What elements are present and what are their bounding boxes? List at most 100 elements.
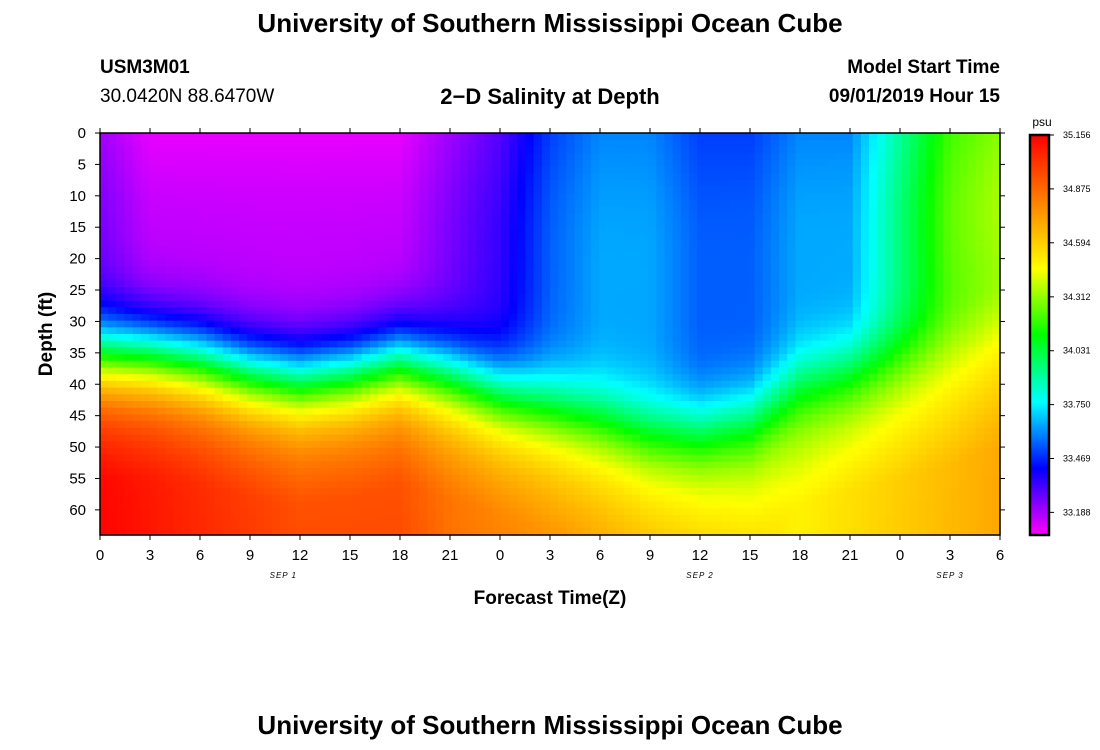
heatmap-cell [705,153,715,161]
heatmap-cell [280,206,289,214]
heatmap-cell [582,354,592,362]
heatmap-cell [476,159,486,168]
heatmap-cell [721,367,731,375]
heatmap-cell [100,300,109,308]
heatmap-cell [419,253,428,261]
heatmap-cell [239,521,248,529]
heatmap-cell [247,260,257,268]
heatmap-cell [713,133,723,141]
heatmap-cell [460,514,469,523]
heatmap-cell [345,501,355,509]
heatmap-cell [435,528,445,536]
heatmap-cell [239,307,248,315]
heatmap-cell [100,159,109,168]
heatmap-cell [476,206,486,214]
heatmap-cell [402,287,412,295]
heatmap-cell [173,246,183,255]
heatmap-cell [132,488,142,496]
heatmap-cell [631,434,641,442]
heatmap-cell [214,240,224,248]
heatmap-cell [762,139,772,147]
heatmap-cell [689,307,698,315]
heatmap-cell [713,468,723,476]
heatmap-cell [697,253,707,261]
heatmap-cell [410,159,420,168]
heatmap-cell [263,434,273,442]
heatmap-cell [427,414,437,422]
heatmap-cell [288,220,297,228]
heatmap-cell [198,327,207,335]
heatmap-cell [492,367,502,375]
heatmap-cell [590,133,600,141]
heatmap-cell [157,354,167,362]
heatmap-cell [198,133,207,141]
heatmap-cell [476,293,486,302]
heatmap-cell [394,139,404,147]
heatmap-cell [124,153,134,161]
heatmap-cell [607,461,617,469]
heatmap-cell [263,273,273,281]
heatmap-cell [222,501,232,509]
heatmap-cell [173,213,183,221]
heatmap-cell [656,494,666,503]
heatmap-cell [762,159,772,168]
heatmap-cell [157,427,167,436]
heatmap-cell [721,394,731,402]
heatmap-cell [280,153,289,161]
heatmap-cell [353,528,363,536]
heatmap-cell [222,514,232,523]
heatmap-cell [640,320,649,328]
heatmap-cell [738,521,747,529]
heatmap-cell [353,374,363,382]
heatmap-cell [705,313,715,322]
heatmap-cell [574,226,584,235]
heatmap-cell [615,441,625,449]
heatmap-cell [509,226,518,235]
heatmap-cell [263,307,273,315]
heatmap-cell [582,240,592,248]
heatmap-cell [329,307,338,315]
heatmap-cell [394,307,404,315]
heatmap-cell [378,313,387,322]
heatmap-cell [476,461,486,469]
heatmap-cell [427,153,437,161]
heatmap-cell [566,280,576,288]
heatmap-cell [550,367,559,375]
heatmap-cell [190,267,199,275]
heatmap-cell [615,421,625,429]
heatmap-cell [558,447,567,456]
heatmap-cell [566,260,576,268]
heatmap-cell [280,354,289,362]
heatmap-cell [296,401,306,409]
heatmap-cell [255,354,265,362]
heatmap-cell [599,226,608,235]
heatmap-cell [590,481,600,489]
heatmap-cell [697,166,707,174]
heatmap-cell [509,280,518,288]
heatmap-cell [672,494,682,503]
heatmap-cell [157,401,167,409]
heatmap-cell [230,153,240,161]
heatmap-cell [664,146,674,154]
heatmap-cell [492,293,502,302]
heatmap-cell [419,501,428,509]
heatmap-cell [623,528,633,536]
heatmap-cell [721,293,731,302]
heatmap-cell [435,233,445,241]
heatmap-cell [484,313,494,322]
heatmap-cell [738,267,747,275]
heatmap-cell [419,354,428,362]
heatmap-cell [140,133,150,141]
heatmap-cell [427,327,437,335]
heatmap-cell [574,387,584,395]
heatmap-cell [206,501,216,509]
heatmap-cell [116,307,126,315]
heatmap-cell [239,200,248,208]
heatmap-cell [100,508,109,516]
heatmap-cell [762,200,772,208]
heatmap-cell [329,468,338,476]
heatmap-cell [468,508,477,516]
heatmap-cell [378,441,387,449]
heatmap-cell [394,380,404,389]
heatmap-cell [100,173,109,181]
